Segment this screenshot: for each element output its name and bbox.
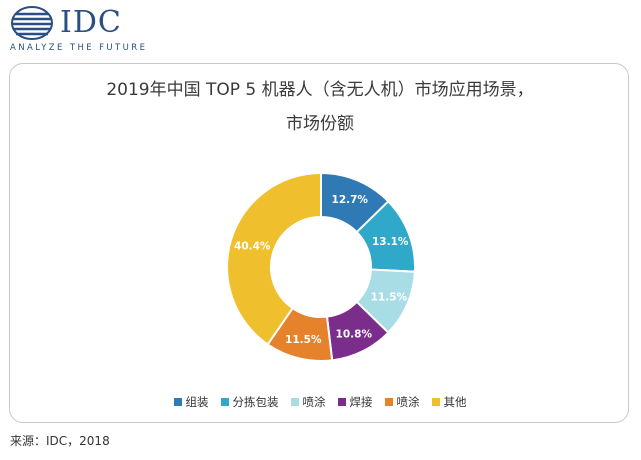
slice-label: 13.1%	[372, 236, 409, 248]
legend-label: 焊接	[349, 395, 373, 409]
source-note: 来源：IDC，2018	[10, 434, 110, 448]
legend-item: 喷涂	[384, 394, 420, 410]
legend-label: 喷涂	[302, 395, 326, 409]
legend-label: 其他	[443, 395, 467, 409]
legend-item: 组装	[173, 394, 209, 410]
legend-label: 喷涂	[396, 395, 420, 409]
logo-tagline: ANALYZE THE FUTURE	[10, 43, 148, 53]
slice-label: 10.8%	[336, 328, 373, 340]
slice-label: 40.4%	[234, 241, 271, 253]
legend-swatch	[337, 398, 346, 406]
slice-label: 12.7%	[332, 194, 369, 206]
logo-wordmark: IDC	[60, 5, 122, 40]
legend-item: 其他	[431, 394, 467, 410]
chart-legend: 组装 分拣包装 喷涂 焊接 喷涂 其他	[10, 394, 630, 410]
legend-swatch	[290, 398, 299, 406]
legend-swatch	[173, 398, 182, 406]
legend-label: 组装	[185, 395, 209, 409]
chart-panel: 2019年中国 TOP 5 机器人（含无人机）市场应用场景， 市场份额 12.7…	[9, 63, 629, 423]
idc-logo: IDC ANALYZE THE FUTURE	[8, 4, 158, 54]
legend-swatch	[431, 398, 440, 406]
legend-item: 喷涂	[290, 394, 326, 410]
legend-swatch	[384, 398, 393, 406]
slice-label: 11.5%	[371, 292, 408, 304]
slice-label: 11.5%	[285, 334, 322, 346]
donut-chart: 12.7% 13.1% 11.5% 10.8% 11.5% 40.4%	[226, 171, 416, 362]
legend-item: 分拣包装	[220, 394, 279, 410]
legend-label: 分拣包装	[232, 395, 279, 409]
chart-title-line1: 2019年中国 TOP 5 机器人（含无人机）市场应用场景，	[106, 80, 534, 100]
chart-title-line2: 市场份额	[286, 114, 354, 134]
legend-item: 焊接	[337, 394, 373, 410]
globe-icon	[11, 6, 53, 40]
donut-slice	[226, 171, 322, 346]
legend-swatch	[220, 398, 229, 406]
